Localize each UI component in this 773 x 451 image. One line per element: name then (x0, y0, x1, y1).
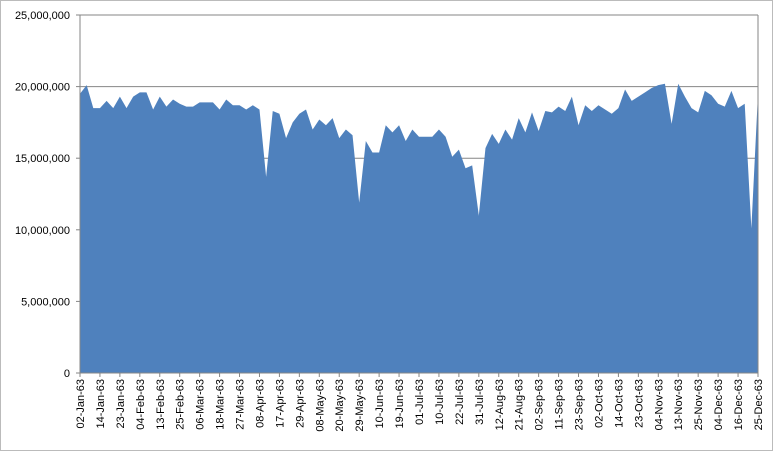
x-tick-label: 14-Oct-63 (613, 379, 625, 428)
x-tick-label: 23-Sep-63 (574, 379, 586, 430)
y-tick-label: 0 (64, 368, 70, 380)
y-tick-label: 25,000,000 (15, 10, 70, 22)
x-tick-label: 23-Jan-63 (115, 379, 127, 429)
x-tick-label: 29-May-63 (354, 379, 366, 432)
x-tick-label: 25-Dec-63 (753, 379, 765, 430)
x-tick-label: 06-Mar-63 (195, 379, 207, 430)
x-tick-label: 04-Feb-63 (135, 379, 147, 430)
x-tick-label: 02-Oct-63 (593, 379, 605, 428)
area (80, 83, 758, 374)
x-tick-label: 08-Apr-63 (254, 379, 266, 428)
x-tick-label: 08-May-63 (314, 379, 326, 432)
x-tick-label: 17-Apr-63 (274, 379, 286, 428)
x-tick-label: 21-Aug-63 (514, 379, 526, 430)
x-tick-label: 04-Dec-63 (713, 379, 725, 430)
x-tick-label: 13-Nov-63 (673, 379, 685, 430)
x-tick-label: 13-Feb-63 (155, 379, 167, 430)
x-tick-label: 19-Jun-63 (394, 379, 406, 429)
x-tick-label: 04-Nov-63 (653, 379, 665, 430)
x-tick-label: 25-Feb-63 (175, 379, 187, 430)
x-tick-label: 11-Sep-63 (554, 379, 566, 430)
x-tick-label: 31-Jul-63 (474, 379, 486, 425)
x-tick-label: 10-Jun-63 (374, 379, 386, 429)
y-tick-label: 5,000,000 (21, 296, 70, 308)
x-tick-label: 27-Mar-63 (235, 379, 247, 430)
x-tick-label: 22-Jul-63 (454, 379, 466, 425)
y-tick-label: 10,000,000 (15, 225, 70, 237)
x-tick-label: 14-Jan-63 (95, 379, 107, 429)
x-tick-label: 20-May-63 (334, 379, 346, 432)
x-tick-label: 02-Jan-63 (75, 379, 87, 429)
x-tick-label: 29-Apr-63 (294, 379, 306, 428)
x-tick-label: 16-Dec-63 (733, 379, 745, 430)
x-tick-label: 25-Nov-63 (693, 379, 705, 430)
x-tick-label: 23-Oct-63 (633, 379, 645, 428)
y-tick-label: 20,000,000 (15, 82, 70, 94)
x-tick-label: 10-Jul-63 (434, 379, 446, 425)
x-tick-label: 18-Mar-63 (215, 379, 227, 430)
x-tick-label: 01-Jul-63 (414, 379, 426, 425)
x-tick-label: 02-Sep-63 (534, 379, 546, 430)
x-tick-label: 12-Aug-63 (494, 379, 506, 430)
y-tick-label: 15,000,000 (15, 153, 70, 165)
